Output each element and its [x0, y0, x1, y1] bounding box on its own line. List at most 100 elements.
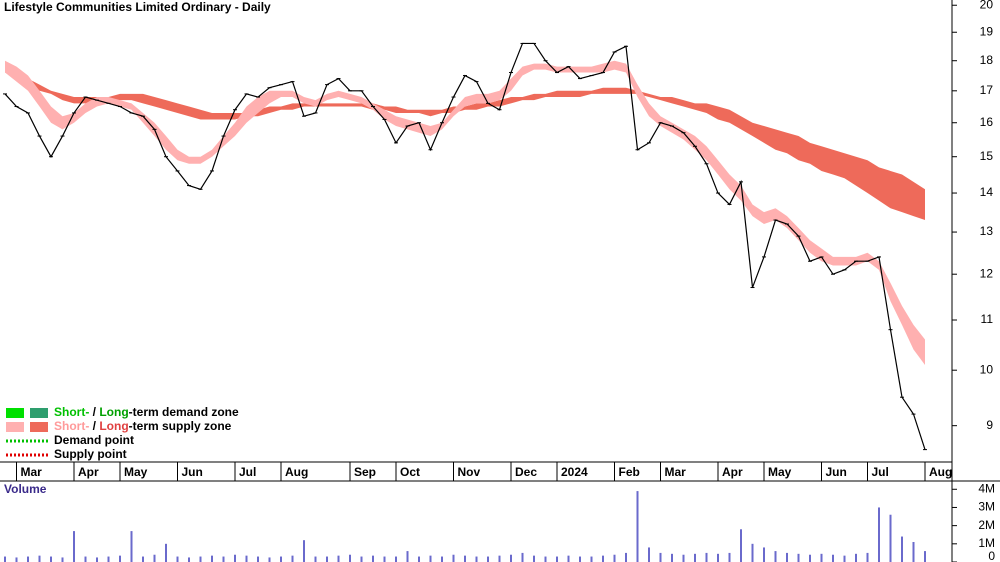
volume-bar [475, 556, 478, 562]
volume-bar [705, 552, 708, 562]
volume-bar [878, 507, 880, 562]
volume-bar [717, 553, 719, 562]
volume-bar [613, 554, 616, 562]
x-tick-label: Nov [458, 465, 481, 479]
y-tick-label: 13 [980, 224, 994, 238]
chart-title: Lifestyle Communities Limited Ordinary -… [4, 0, 271, 14]
volume-bar [211, 555, 213, 562]
volume-bar [855, 553, 857, 562]
y-tick-label: 10 [980, 362, 994, 376]
volume-bar [429, 555, 432, 562]
volume-bar [406, 551, 409, 562]
volume-bar [291, 555, 294, 562]
legend-text: / [89, 405, 99, 419]
volume-bar [682, 554, 685, 562]
volume-bar [188, 557, 190, 562]
legend-text: Long [99, 419, 128, 433]
volume-bar [510, 554, 512, 562]
y-tick-label: 3M [978, 500, 995, 514]
volume-bar [176, 556, 179, 562]
y-tick-label: 14 [980, 185, 994, 199]
volume-bar [280, 556, 282, 562]
x-tick-label: Jun [826, 465, 847, 479]
volume-bar [326, 556, 328, 562]
volume-bar [648, 547, 650, 562]
x-tick-label: Feb [619, 465, 640, 479]
volume-bar [820, 553, 823, 562]
volume-bar [15, 557, 18, 562]
volume-bar [774, 551, 777, 562]
y-tick-label: 0 [988, 549, 995, 562]
legend-text: Demand point [54, 433, 134, 447]
volume-bar [452, 554, 455, 562]
x-tick-label: May [124, 465, 148, 479]
volume-bar [130, 531, 133, 562]
legend-text: Long [99, 405, 128, 419]
volume-bar [809, 554, 811, 562]
x-tick-label: Apr [722, 465, 743, 479]
legend-label: Supply point [54, 447, 127, 461]
y-tick-label: 11 [981, 312, 994, 326]
y-tick-label: 9 [986, 418, 993, 432]
legend-swatch [6, 422, 24, 432]
volume-bar [671, 553, 673, 562]
volume-bar [303, 540, 305, 562]
volume-bar [567, 555, 570, 562]
x-tick-label: Jul [872, 465, 889, 479]
volume-bar [751, 543, 754, 562]
volume-bar [602, 555, 604, 562]
volume-bar [153, 554, 156, 562]
volume-bar [96, 557, 98, 562]
x-tick-label: Mar [21, 465, 43, 479]
x-tick-label: Sep [354, 465, 376, 479]
volume-bar [4, 556, 6, 562]
x-tick-label: Oct [400, 465, 420, 479]
volume-bar [441, 556, 443, 562]
volume-bar [199, 556, 202, 562]
volume-bar [360, 556, 363, 562]
y-tick-label: 20 [980, 0, 994, 11]
volume-bar [372, 555, 374, 562]
volume-bar [763, 547, 765, 562]
volume-bar [533, 555, 535, 562]
x-tick-label: Apr [78, 465, 99, 479]
volume-bar [38, 555, 41, 562]
volume-bar [556, 556, 558, 562]
volume-bar [832, 554, 834, 562]
volume-bar [84, 556, 87, 562]
y-tick-label: 16 [980, 115, 994, 129]
volume-bar [337, 555, 340, 562]
legend-text: -term demand zone [129, 405, 239, 419]
volume-bar [579, 556, 581, 562]
volume-bar [487, 556, 489, 562]
x-tick-label: Dec [515, 465, 537, 479]
volume-bar [27, 556, 29, 562]
volume-bar [625, 552, 627, 562]
volume-bar [740, 529, 742, 562]
x-tick-label: May [768, 465, 792, 479]
x-tick-label: Mar [665, 465, 687, 479]
legend-text: Short- [54, 405, 89, 419]
legend-swatch [30, 408, 48, 418]
volume-bar [50, 556, 52, 562]
volume-bar [418, 556, 420, 562]
x-tick-label: 2024 [561, 465, 588, 479]
volume-bar [901, 536, 903, 562]
legend-swatch [6, 408, 24, 418]
y-tick-label: 1M [978, 536, 995, 550]
volume-bar [636, 491, 639, 562]
trend-band [5, 66, 925, 221]
y-tick-label: 4M [978, 481, 995, 495]
volume-bar [73, 531, 75, 562]
volume-bar [395, 556, 397, 562]
volume-bar [268, 557, 271, 562]
x-tick-label: Jul [239, 465, 256, 479]
legend-label: Demand point [54, 433, 134, 447]
volume-bar [866, 552, 869, 562]
y-tick-label: 2M [978, 518, 995, 532]
volume-bar [119, 555, 121, 562]
trend-band [5, 60, 925, 365]
y-tick-label: 15 [980, 149, 994, 163]
x-tick-label: Aug [929, 465, 952, 479]
